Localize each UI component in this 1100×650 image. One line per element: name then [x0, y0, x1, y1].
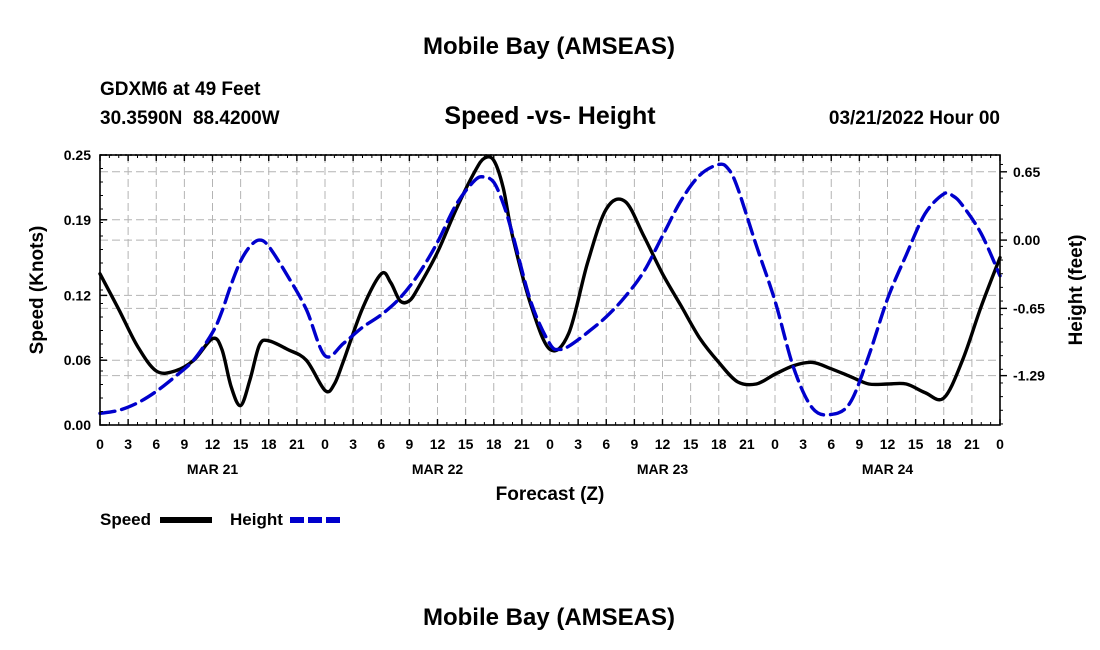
y-axis-label: Speed (Knots)	[27, 226, 48, 355]
x-tick-label: 18	[261, 436, 277, 452]
x-tick-label: 3	[124, 436, 132, 452]
x-tick-label: 18	[711, 436, 727, 452]
legend: Speed Height	[100, 510, 342, 529]
x-tick-label: 21	[514, 436, 530, 452]
axes: 0 3 6 9 12 15 18 21 0 3 6 9 12 15 18 21 0 3 6 9 12 15 18 21 0 3 6 9…	[64, 147, 1045, 477]
x-tick-label: 21	[739, 436, 755, 452]
x-tick-label: 9	[405, 436, 413, 452]
y2-tick-label: 0.65	[1013, 164, 1040, 180]
x-tick-label: 0	[96, 436, 104, 452]
y-tick-label: 0.12	[64, 287, 91, 303]
x-tick-label: 3	[349, 436, 357, 452]
x-tick-label: 15	[458, 436, 474, 452]
x-tick-label: 21	[289, 436, 305, 452]
x-tick-label: 6	[152, 436, 160, 452]
station-label: GDXM6 at 49 Feet	[100, 79, 261, 100]
x-tick-label: 18	[936, 436, 952, 452]
x-tick-label: 9	[180, 436, 188, 452]
y-tick-label: 0.19	[64, 212, 91, 228]
x-tick-label: 15	[683, 436, 699, 452]
y2-tick-label: 0.00	[1013, 232, 1040, 248]
x-axis-label: Forecast (Z)	[496, 484, 605, 505]
day-label: MAR 24	[862, 461, 914, 477]
x-tick-label: 9	[630, 436, 638, 452]
x-tick-label: 0	[771, 436, 779, 452]
y2-tick-label: -0.65	[1013, 300, 1045, 316]
footer-title: Mobile Bay (AMSEAS)	[423, 604, 675, 631]
x-tick-label: 6	[827, 436, 835, 452]
legend-height-label: Height	[230, 510, 283, 529]
x-tick-label: 12	[655, 436, 671, 452]
x-tick-label: 3	[574, 436, 582, 452]
x-tick-label: 15	[908, 436, 924, 452]
x-tick-label: 12	[880, 436, 896, 452]
run-time-label: 03/21/2022 Hour 00	[829, 108, 1000, 129]
x-tick-label: 12	[430, 436, 446, 452]
x-tick-label: 21	[964, 436, 980, 452]
x-tick-label: 0	[996, 436, 1004, 452]
coordinates-label: 30.3590N 88.4200W	[100, 108, 280, 129]
x-tick-label: 6	[602, 436, 610, 452]
x-tick-label: 0	[546, 436, 554, 452]
x-tick-label: 9	[855, 436, 863, 452]
x-tick-label: 12	[205, 436, 221, 452]
x-tick-label: 15	[233, 436, 249, 452]
y-tick-label: 0.00	[64, 417, 91, 433]
page-title: Mobile Bay (AMSEAS)	[423, 33, 675, 60]
x-tick-label: 6	[377, 436, 385, 452]
x-tick-label: 0	[321, 436, 329, 452]
y2-tick-label: -1.29	[1013, 368, 1045, 384]
day-label: MAR 23	[637, 461, 689, 477]
legend-speed-label: Speed	[100, 510, 151, 529]
height-series-line	[98, 162, 1002, 417]
y-tick-label: 0.25	[64, 147, 91, 163]
day-label: MAR 22	[412, 461, 464, 477]
day-label: MAR 21	[187, 461, 239, 477]
x-tick-label: 3	[799, 436, 807, 452]
x-tick-label: 18	[486, 436, 502, 452]
y2-axis-label: Height (feet)	[1066, 235, 1087, 346]
chart-title: Speed -vs- Height	[444, 102, 656, 130]
y-tick-label: 0.06	[64, 352, 91, 368]
